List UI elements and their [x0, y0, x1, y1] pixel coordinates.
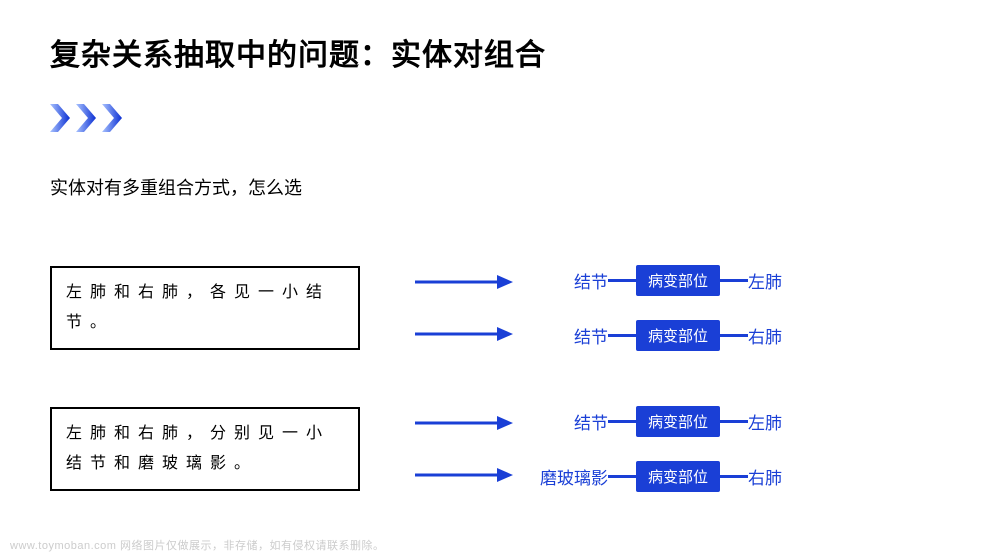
sentence-box: 左肺和右肺，各见一小结节。 [50, 266, 360, 351]
connector-line [720, 279, 748, 282]
arrow-icon [415, 324, 513, 344]
arrow-icon [415, 272, 513, 292]
relation-label: 病变部位 [636, 320, 720, 351]
arrow-column [415, 272, 513, 344]
connector-line [608, 279, 636, 282]
chevron-icon [102, 104, 122, 132]
tail-entity: 左肺 [748, 268, 798, 293]
sentence-box: 左肺和右肺，分别见一小结节和磨玻璃影。 [50, 407, 360, 492]
tail-entity: 右肺 [748, 464, 798, 489]
page-title: 复杂关系抽取中的问题：实体对组合 [50, 30, 950, 74]
example-row: 左肺和右肺，各见一小结节。 结节 病变部位 左肺 [50, 265, 970, 351]
triples-column: 结节 病变部位 左肺 结节 病变部位 右肺 [538, 265, 798, 351]
head-entity: 磨玻璃影 [538, 464, 608, 489]
connector-line [608, 334, 636, 337]
triple: 结节 病变部位 右肺 [538, 320, 798, 351]
connector-line [720, 334, 748, 337]
chevron-icon [76, 104, 96, 132]
tail-entity: 左肺 [748, 409, 798, 434]
arrow-icon [415, 413, 513, 433]
relation-label: 病变部位 [636, 461, 720, 492]
triple: 结节 病变部位 左肺 [538, 406, 798, 437]
head-entity: 结节 [538, 268, 608, 293]
arrow-column [415, 413, 513, 485]
chevron-row [50, 104, 950, 132]
chevron-icon [50, 104, 70, 132]
triple: 结节 病变部位 左肺 [538, 265, 798, 296]
slide: 复杂关系抽取中的问题：实体对组合 实体对有多重组合方式，怎么选 左肺和右肺，各见… [0, 0, 1000, 559]
content-area: 左肺和右肺，各见一小结节。 结节 病变部位 左肺 [50, 265, 970, 547]
head-entity: 结节 [538, 323, 608, 348]
head-entity: 结节 [538, 409, 608, 434]
arrow-icon [415, 465, 513, 485]
connector-line [720, 475, 748, 478]
relation-label: 病变部位 [636, 406, 720, 437]
watermark-text: www.toymoban.com 网络图片仅做展示，非存储，如有侵权请联系删除。 [10, 537, 384, 553]
connector-line [720, 420, 748, 423]
triples-column: 结节 病变部位 左肺 磨玻璃影 病变部位 右肺 [538, 406, 798, 492]
tail-entity: 右肺 [748, 323, 798, 348]
example-row: 左肺和右肺，分别见一小结节和磨玻璃影。 结节 病变部位 左肺 [50, 406, 970, 492]
connector-line [608, 475, 636, 478]
connector-line [608, 420, 636, 423]
triple: 磨玻璃影 病变部位 右肺 [538, 461, 798, 492]
relation-label: 病变部位 [636, 265, 720, 296]
subtitle: 实体对有多重组合方式，怎么选 [50, 174, 950, 200]
